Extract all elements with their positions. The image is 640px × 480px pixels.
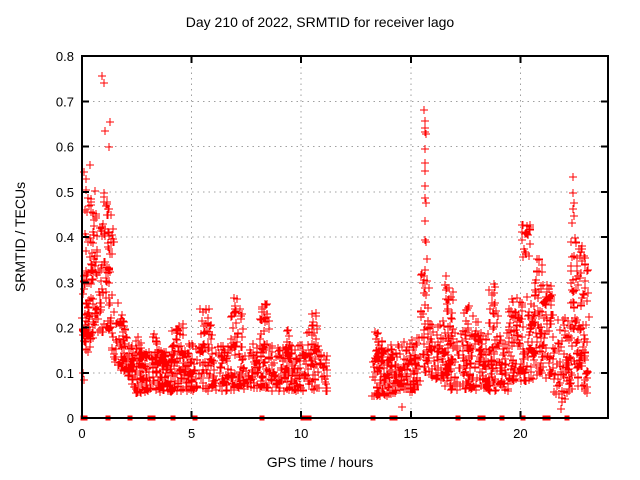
y-tick-label: 0.2	[56, 321, 74, 336]
y-tick-label: 0.4	[56, 230, 74, 245]
data-points-plus-markers	[78, 72, 593, 413]
y-tick-label: 0	[67, 411, 74, 426]
x-tick-label: 0	[78, 426, 85, 441]
x-tick-label: 5	[188, 426, 195, 441]
y-tick-label: 0.3	[56, 275, 74, 290]
y-tick-label: 0.8	[56, 49, 74, 64]
x-tick-label: 15	[404, 426, 418, 441]
x-axis-label: GPS time / hours	[266, 454, 374, 470]
y-tick-label: 0.6	[56, 140, 74, 155]
x-tick-label: 20	[513, 426, 527, 441]
y-tick-label: 0.1	[56, 366, 74, 381]
x-tick-label: 10	[294, 426, 308, 441]
chart-title: Day 210 of 2022, SRMTID for receiver lag…	[185, 14, 455, 30]
y-tick-label: 0.7	[56, 94, 74, 109]
axis-ticks	[81, 55, 608, 419]
y-tick-label: 0.5	[56, 185, 74, 200]
